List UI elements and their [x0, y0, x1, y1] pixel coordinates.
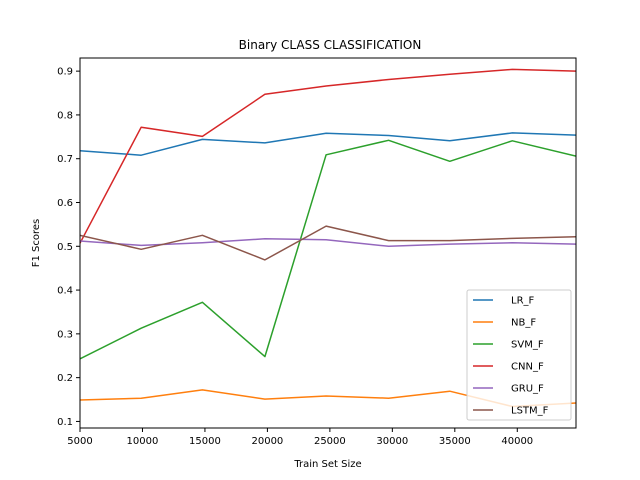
- y-tick-label: 0.3: [57, 329, 73, 340]
- series-lines: [80, 68, 576, 408]
- x-tick-label: 40000: [501, 436, 533, 447]
- series-line-svm-f: [80, 139, 576, 360]
- x-tick-label: 15000: [189, 436, 221, 447]
- chart-title: Binary CLASS CLASSIFICATION: [239, 38, 422, 52]
- legend-label: SVM_F: [511, 340, 544, 351]
- y-tick-label: 0.7: [57, 154, 73, 165]
- legend-label: LSTM_F: [511, 406, 549, 417]
- legend-label: NB_F: [511, 318, 536, 329]
- legend-box: [466, 289, 572, 421]
- x-tick-label: 5000: [67, 436, 92, 447]
- legend-label: CNN_F: [511, 362, 544, 373]
- y-tick-label: 0.8: [57, 110, 73, 121]
- legend-label: GRU_F: [511, 384, 544, 395]
- x-tick-label: 25000: [314, 436, 346, 447]
- series-line-lstm-f: [80, 225, 576, 261]
- y-tick-label: 0.1: [57, 417, 73, 428]
- series-line-lr-f: [80, 132, 576, 156]
- x-axis: 5000 10000 15000 20000 25000 30000 35000 40000: [67, 428, 533, 447]
- y-tick-label: 0.2: [57, 373, 73, 384]
- x-tick-label: 35000: [439, 436, 471, 447]
- series-line-cnn-f: [80, 68, 576, 244]
- legend-label: LR_F: [511, 296, 535, 307]
- y-tick-label: 0.6: [57, 198, 73, 209]
- legend: LR_F NB_F SVM_F CNN_F GRU_F LSTM_F: [466, 289, 572, 421]
- y-tick-label: 0.5: [57, 242, 73, 253]
- plot-frame: [79, 57, 577, 429]
- y-tick-label: 0.4: [57, 286, 73, 297]
- x-axis-title: Train Set Size: [293, 459, 361, 470]
- x-tick-label: 10000: [127, 436, 159, 447]
- series-line-gru-f: [80, 238, 576, 248]
- x-tick-label: 20000: [251, 436, 283, 447]
- y-axis-title: F1 Scores: [31, 219, 42, 268]
- x-tick-label: 30000: [376, 436, 408, 447]
- y-axis: 0.1 0.2 0.3 0.4 0.5 0.6 0.7 0.8 0.9: [57, 67, 80, 428]
- y-tick-label: 0.9: [57, 67, 73, 78]
